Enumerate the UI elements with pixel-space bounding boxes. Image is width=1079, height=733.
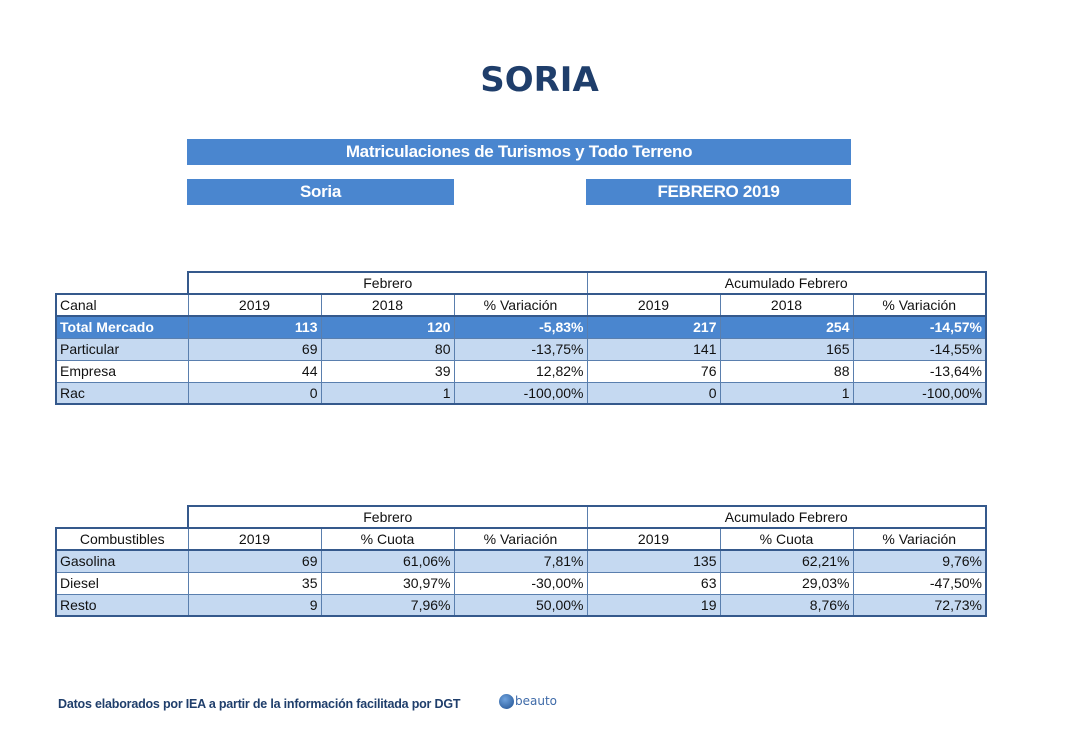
table-row: Particular 69 80 -13,75% 141 165 -14,55% (55, 337, 987, 361)
table-cell: 76 (586, 359, 721, 383)
group-header-row: Febrero Acumulado Febrero (56, 271, 987, 295)
group-header-cumulative: Acumulado Febrero (586, 505, 987, 529)
column-header-row: Canal 2019 2018 % Variación 2019 2018 % … (55, 293, 987, 317)
column-header: 2019 (586, 293, 721, 317)
table-row: Rac 0 1 -100,00% 0 1 -100,00% (55, 381, 987, 405)
table-cell: 165 (719, 337, 854, 361)
column-header: % Cuota (320, 527, 455, 551)
fuel-table: Febrero Acumulado Febrero Combustibles 2… (55, 505, 987, 617)
table-cell: 80 (320, 337, 455, 361)
table-cell: -13,64% (852, 359, 987, 383)
column-header: 2019 (586, 527, 721, 551)
table-cell: 88 (719, 359, 854, 383)
column-header: % Cuota (719, 527, 854, 551)
table-cell: 1 (320, 381, 455, 405)
column-header: 2019 (187, 527, 322, 551)
table-cell: -5,83% (453, 315, 588, 339)
column-header: Combustibles (55, 527, 189, 551)
period-banner: FEBRERO 2019 (586, 179, 851, 205)
logo-mark-icon (499, 693, 514, 709)
table-cell: 113 (187, 315, 322, 339)
column-header: 2018 (719, 293, 854, 317)
column-header: Canal (55, 293, 189, 317)
report-banner: Matriculaciones de Turismos y Todo Terre… (187, 139, 851, 165)
table-cell: -47,50% (852, 571, 987, 595)
table-cell: 0 (187, 381, 322, 405)
beauto-logo: beauto (499, 690, 557, 712)
table-cell: 30,97% (320, 571, 455, 595)
table-cell: 0 (586, 381, 721, 405)
table-cell: -100,00% (852, 381, 987, 405)
table-cell: 69 (187, 337, 322, 361)
table-cell: 35 (187, 571, 322, 595)
table-cell: 9,76% (852, 549, 987, 573)
empty-corner (56, 506, 188, 528)
group-header-row: Febrero Acumulado Febrero (56, 505, 987, 529)
table-cell: 62,21% (719, 549, 854, 573)
table-cell: 141 (586, 337, 721, 361)
table-cell: 1 (719, 381, 854, 405)
table-cell: 120 (320, 315, 455, 339)
table-cell: 44 (187, 359, 322, 383)
table-row: Total Mercado 113 120 -5,83% 217 254 -14… (55, 315, 987, 339)
table-row: Gasolina 69 61,06% 7,81% 135 62,21% 9,76… (55, 549, 987, 573)
table-cell: -13,75% (453, 337, 588, 361)
column-header: % Variación (453, 527, 588, 551)
group-header-cumulative: Acumulado Febrero (586, 271, 987, 295)
table-cell: -100,00% (453, 381, 588, 405)
table-row: Diesel 35 30,97% -30,00% 63 29,03% -47,5… (55, 571, 987, 595)
row-label: Diesel (55, 571, 189, 595)
table-cell: -30,00% (453, 571, 588, 595)
column-header: % Variación (852, 527, 987, 551)
row-label: Rac (55, 381, 189, 405)
logo-text: beauto (515, 694, 558, 708)
column-header: 2018 (320, 293, 455, 317)
row-label: Gasolina (55, 549, 189, 573)
market-table: Febrero Acumulado Febrero Canal 2019 201… (55, 271, 987, 405)
column-header: 2019 (187, 293, 322, 317)
table-cell: -14,57% (852, 315, 987, 339)
table-cell: 69 (187, 549, 322, 573)
table-cell: 254 (719, 315, 854, 339)
row-label: Resto (55, 593, 189, 617)
table-row: Resto 9 7,96% 50,00% 19 8,76% 72,73% (55, 593, 987, 617)
row-label: Particular (55, 337, 189, 361)
table-cell: 7,96% (320, 593, 455, 617)
table-cell: 61,06% (320, 549, 455, 573)
row-label: Empresa (55, 359, 189, 383)
region-banner: Soria (187, 179, 454, 205)
table-cell: 19 (586, 593, 721, 617)
table-cell: 9 (187, 593, 322, 617)
row-label: Total Mercado (55, 315, 189, 339)
group-header-month: Febrero (187, 505, 588, 529)
table-cell: 29,03% (719, 571, 854, 595)
table-cell: 12,82% (453, 359, 588, 383)
column-header: % Variación (852, 293, 987, 317)
table-cell: 8,76% (719, 593, 854, 617)
table-cell: 217 (586, 315, 721, 339)
table-cell: -14,55% (852, 337, 987, 361)
page-title: SORIA (480, 60, 599, 100)
empty-corner (56, 272, 188, 294)
column-header: % Variación (453, 293, 588, 317)
table-row: Empresa 44 39 12,82% 76 88 -13,64% (55, 359, 987, 383)
group-header-month: Febrero (187, 271, 588, 295)
table-cell: 7,81% (453, 549, 588, 573)
table-cell: 72,73% (852, 593, 987, 617)
source-note: Datos elaborados por IEA a partir de la … (58, 697, 461, 711)
column-header-row: Combustibles 2019 % Cuota % Variación 20… (55, 527, 987, 551)
table-cell: 39 (320, 359, 455, 383)
table-cell: 50,00% (453, 593, 588, 617)
table-cell: 135 (586, 549, 721, 573)
table-cell: 63 (586, 571, 721, 595)
